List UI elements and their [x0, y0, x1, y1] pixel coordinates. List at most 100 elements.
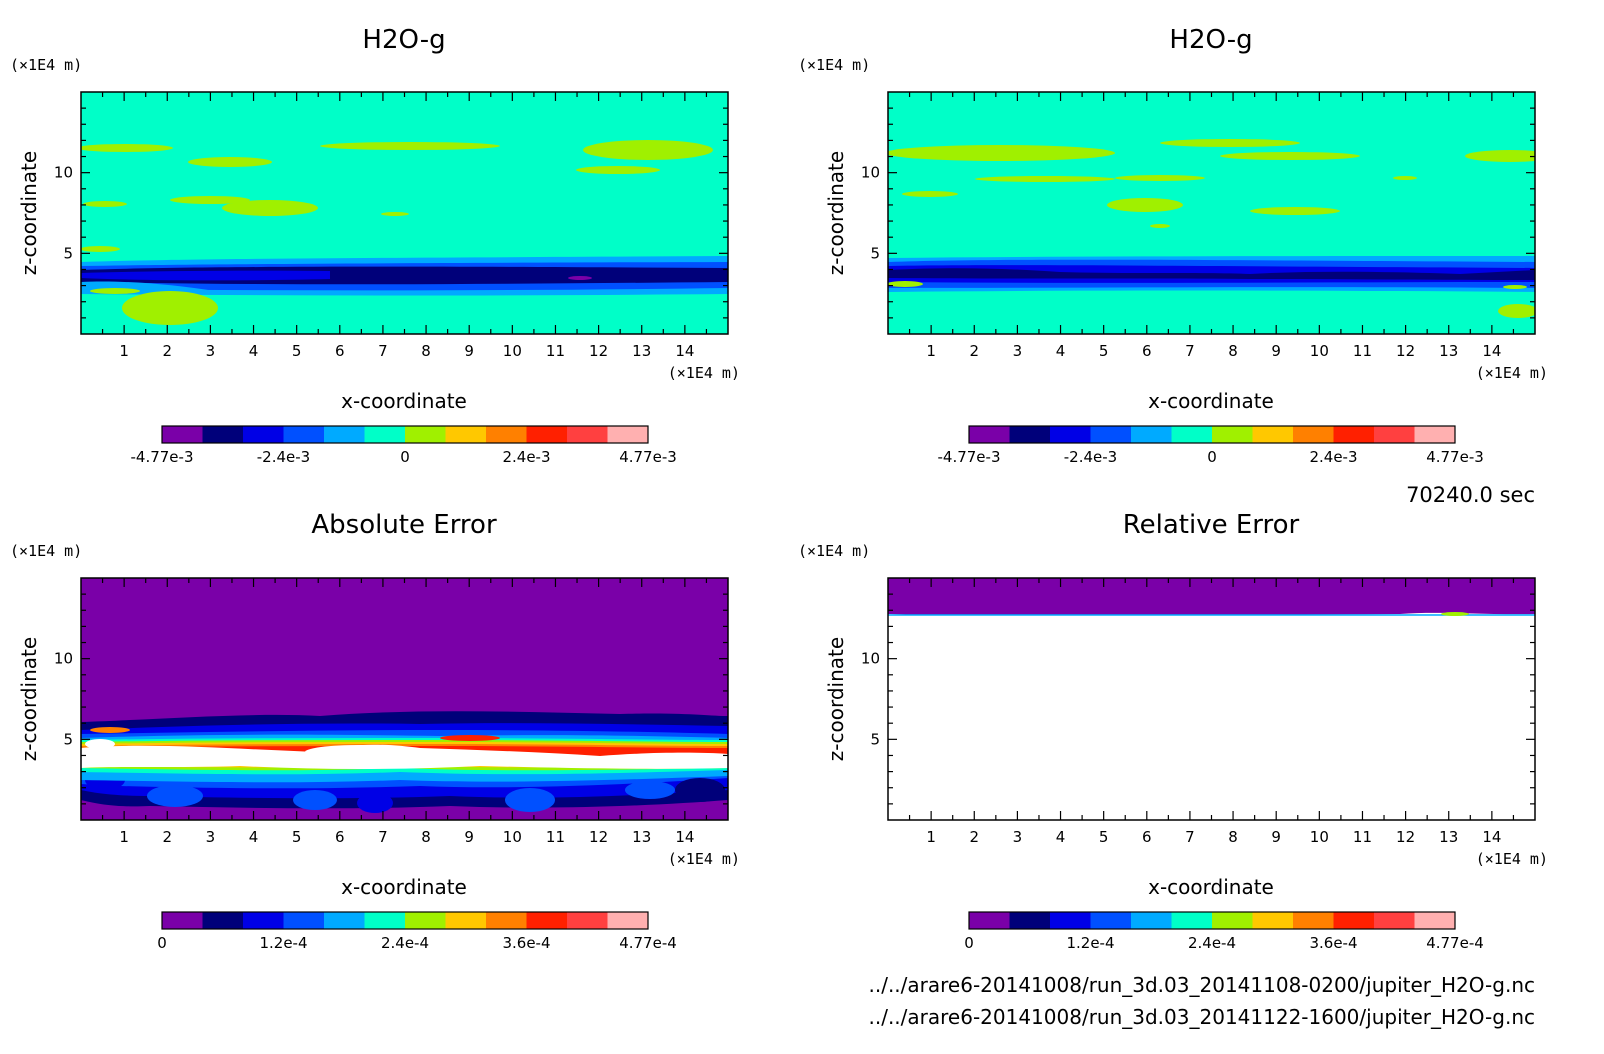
colorbar-swatch	[1293, 912, 1334, 929]
tick-marks	[81, 92, 728, 334]
panel-relative-error: Relative Error (×1E4 m) 1 2 3 4 5 6 7 8 9 10 11 12 1…	[798, 510, 1548, 952]
colorbar-label: -4.77e-3	[131, 448, 194, 466]
colorbar-swatch	[1090, 426, 1132, 443]
colorbar-label: 2.4e-4	[1188, 934, 1236, 952]
x-unit-label: (×1E4 m)	[668, 850, 740, 868]
colorbar-swatch	[1414, 912, 1456, 929]
z-tick-label: 5	[63, 244, 73, 262]
patch-green	[902, 191, 958, 197]
patch-green	[83, 201, 127, 207]
z-tick-labels: 5 10	[54, 650, 73, 749]
patch-green	[1503, 285, 1527, 289]
contour-field	[888, 92, 1535, 334]
z-tick-label: 5	[63, 730, 73, 748]
patch-green	[81, 246, 120, 252]
x-tick-label: 1	[119, 828, 129, 846]
colorbar-swatch	[607, 912, 649, 929]
band-dark-blue	[888, 268, 1535, 280]
colorbar-swatch	[1009, 426, 1051, 443]
x-tick-label: 7	[378, 342, 388, 360]
x-tick-label: 9	[1271, 828, 1281, 846]
z-unit-label: (×1E4 m)	[10, 56, 82, 74]
patch-green	[1441, 612, 1469, 616]
colorbar-label: 1.2e-4	[1066, 934, 1114, 952]
x-tick-label: 1	[926, 342, 936, 360]
patch-purple	[568, 276, 592, 280]
patch-green	[888, 145, 1115, 161]
patch-green	[1465, 150, 1535, 162]
x-tick-label: 7	[1185, 828, 1195, 846]
colorbar-label: 2.4e-3	[1309, 448, 1357, 466]
x-tick-label: 8	[421, 342, 431, 360]
x-tick-label: 3	[1013, 828, 1023, 846]
colorbar-swatch	[243, 912, 284, 929]
x-tick-label: 3	[206, 828, 216, 846]
x-tick-label: 13	[1439, 342, 1458, 360]
colorbar-swatch	[567, 912, 608, 929]
colorbar-label: 3.6e-4	[502, 934, 550, 952]
patch-green	[81, 144, 173, 152]
colorbar-swatch	[324, 912, 365, 929]
contour-field	[81, 92, 728, 334]
patch-green	[1107, 198, 1183, 212]
colorbar-frame	[161, 911, 649, 930]
x-unit-label: (×1E4 m)	[1476, 850, 1548, 868]
colorbar-label: 2.4e-3	[502, 448, 550, 466]
colorbar-swatch	[1131, 912, 1172, 929]
x-tick-label: 10	[503, 828, 522, 846]
file-path-2: ../../arare6-20141008/run_3d.03_20141122…	[868, 1005, 1535, 1029]
z-tick-label: 10	[861, 164, 880, 182]
x-tick-labels: 1 2 3 4 5 6 7 8 9 10 11 12 13 14	[926, 342, 1501, 360]
x-tick-label: 4	[1056, 828, 1066, 846]
patch-green	[188, 157, 272, 167]
x-tick-label: 12	[1396, 342, 1415, 360]
colorbar-swatch	[526, 912, 568, 929]
x-tick-labels: 1 2 3 4 5 6 7 8 9 10 11 12 13 14	[119, 342, 694, 360]
x-tick-label: 14	[1482, 828, 1501, 846]
x-tick-label: 11	[546, 828, 565, 846]
field-background	[888, 92, 1535, 334]
band-blue	[81, 270, 330, 281]
x-tick-label: 1	[119, 342, 129, 360]
x-tick-label: 4	[249, 828, 259, 846]
colorbar-swatch	[526, 426, 568, 443]
chart-title: Relative Error	[1123, 510, 1300, 540]
colorbar-swatch	[486, 912, 527, 929]
colorbar-swatch	[405, 912, 446, 929]
colorbar-swatch	[567, 426, 608, 443]
colorbar-swatch	[1333, 426, 1375, 443]
x-tick-label: 2	[162, 342, 172, 360]
patch-white	[305, 745, 415, 759]
colorbar-swatch	[364, 912, 406, 929]
colorbar-swatch	[486, 426, 527, 443]
colorbar-label: 0	[157, 934, 167, 952]
colorbar-swatch	[1050, 426, 1091, 443]
x-tick-label: 8	[1228, 342, 1238, 360]
patch-green	[888, 281, 923, 287]
colorbar-label: -4.77e-3	[938, 448, 1001, 466]
colorbar-swatch	[1252, 426, 1294, 443]
patch-light-blue	[625, 781, 675, 799]
x-tick-label: 5	[1099, 828, 1109, 846]
patch-green	[1498, 304, 1535, 318]
colorbar-swatch	[969, 426, 1010, 443]
contour-field	[81, 578, 728, 820]
patch-white	[85, 739, 115, 749]
x-tick-label: 14	[675, 342, 694, 360]
colorbar-swatch	[607, 426, 649, 443]
patch-blue	[357, 793, 393, 813]
x-tick-label: 4	[249, 342, 259, 360]
z-tick-labels: 5 10	[54, 164, 73, 263]
y-axis-label: z-coordinate	[17, 151, 41, 275]
colorbar-label: 2.4e-4	[381, 934, 429, 952]
patch-green	[1393, 176, 1417, 180]
patch-green	[90, 288, 140, 294]
x-tick-label: 14	[675, 828, 694, 846]
z-unit-label: (×1E4 m)	[798, 542, 870, 560]
colorbar-label: 4.77e-3	[1426, 448, 1484, 466]
colorbar-swatch	[162, 912, 203, 929]
x-tick-label: 9	[464, 342, 474, 360]
patch-light-blue	[147, 785, 203, 807]
chart-title: H2O-g	[1169, 25, 1252, 55]
